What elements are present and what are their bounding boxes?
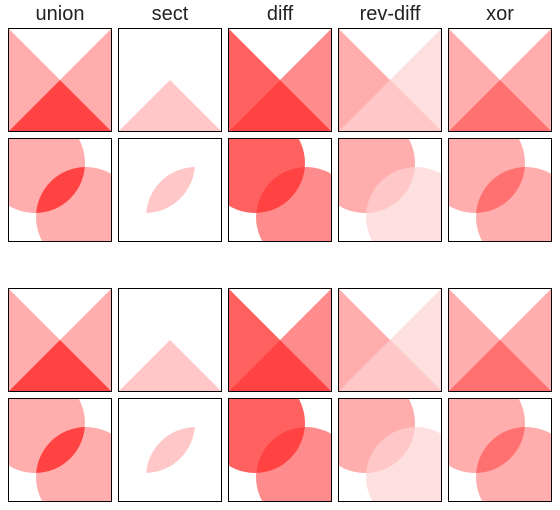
overlap-base [366, 427, 415, 473]
panel-rev-diff-circles-row-4 [338, 398, 442, 502]
panel-sect-circles-row-2 [118, 138, 222, 242]
shape-overlap [256, 167, 305, 213]
panel-xor-triangles-row-1 [448, 28, 552, 132]
panel-diff-triangles-row-3 [228, 288, 332, 392]
header-union: union [35, 3, 85, 25]
panel-diff-circles-row-2 [228, 138, 332, 242]
shape-overlap [366, 427, 415, 473]
panel-sect-triangles-row-1 [118, 28, 222, 132]
shape-overlap [146, 167, 195, 213]
shape-overlap [256, 427, 305, 473]
panel-rev-diff-triangles-row-1 [338, 28, 442, 132]
header-xor: xor [486, 3, 514, 25]
panel-union-triangles-row-3 [8, 288, 112, 392]
panel-diff-circles-row-4 [228, 398, 332, 502]
header-rev-diff: rev-diff [359, 3, 421, 25]
panel-xor-circles-row-2 [448, 138, 552, 242]
panel-xor-circles-row-4 [448, 398, 552, 502]
shape-overlap [476, 167, 525, 213]
panel-diff-triangles-row-1 [228, 28, 332, 132]
shape-overlap [36, 167, 85, 213]
header-diff: diff [266, 3, 294, 25]
panel-frame [448, 138, 552, 242]
panel-frame [338, 398, 442, 502]
overlap-base [366, 167, 415, 213]
panel-sect-circles-row-4 [118, 398, 222, 502]
panel-union-triangles-row-1 [8, 28, 112, 132]
panel-union-circles-row-4 [8, 398, 112, 502]
panel-xor-triangles-row-3 [448, 288, 552, 392]
panel-rev-diff-circles-row-2 [338, 138, 442, 242]
shape-overlap [476, 427, 525, 473]
header-sect: sect [151, 3, 189, 25]
shape-overlap [36, 427, 85, 473]
overlap-base [146, 427, 195, 473]
panel-sect-triangles-row-3 [118, 288, 222, 392]
shape-overlap [146, 427, 195, 473]
overlap-base [146, 167, 195, 213]
panel-union-circles-row-2 [8, 138, 112, 242]
panel-rev-diff-triangles-row-3 [338, 288, 442, 392]
shape-overlap [366, 167, 415, 213]
